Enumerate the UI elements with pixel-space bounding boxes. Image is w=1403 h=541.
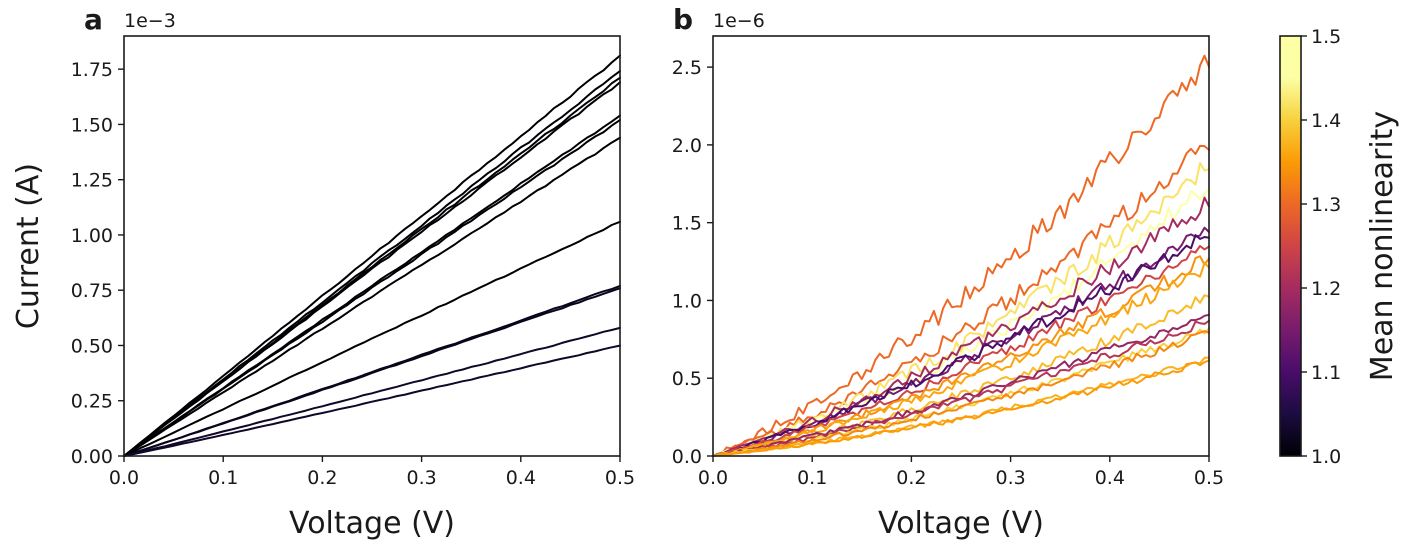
iv-curve xyxy=(712,261,1210,457)
iv-curve xyxy=(123,136,621,457)
y-tick-label: 1.00 xyxy=(71,225,113,247)
x-tick-label: 0.5 xyxy=(605,467,635,489)
panel-b-y-ticks: 0.0 0.5 1.0 1.5 2.0 2.5 xyxy=(672,57,713,468)
x-tick-label: 0.0 xyxy=(109,467,139,489)
y-tick-label: 1.25 xyxy=(71,170,113,192)
panel-a-frame xyxy=(123,35,621,457)
x-tick-label: 0.2 xyxy=(896,467,926,489)
panel-a-x-ticks: 0.0 0.1 0.2 0.3 0.4 0.5 xyxy=(109,456,635,489)
x-tick-label: 0.3 xyxy=(406,467,436,489)
x-tick-label: 0.4 xyxy=(1095,467,1125,489)
iv-curve xyxy=(712,162,1210,457)
y-tick-label: 0.50 xyxy=(71,335,113,357)
iv-curve xyxy=(123,220,621,457)
panel-b-x-ticks: 0.0 0.1 0.2 0.3 0.4 0.5 xyxy=(698,456,1224,489)
iv-curve xyxy=(712,245,1210,457)
y-tick-label: 0.25 xyxy=(71,391,113,413)
colorbar-tick-label: 1.1 xyxy=(1311,362,1341,384)
iv-curve xyxy=(712,54,1210,457)
x-tick-label: 0.1 xyxy=(797,467,827,489)
colorbar-label: Mean nonlinearity xyxy=(1365,111,1400,381)
y-tick-label: 2.5 xyxy=(672,57,702,79)
colorbar-tick-label: 1.0 xyxy=(1311,446,1341,468)
panel-a-y-ticks: 0.00 0.25 0.50 0.75 1.00 1.25 1.50 1.75 xyxy=(71,59,124,468)
panel-b-x-axis-label: Voltage (V) xyxy=(878,506,1044,541)
iv-curve xyxy=(712,144,1210,457)
iv-curve xyxy=(712,356,1210,457)
panel-a-label: a xyxy=(84,3,103,36)
panel-b: b 1e−6 0.0 0.1 0.2 0.3 0.4 0.5 0.0 0.5 1.0 1.5 2.… xyxy=(672,3,1224,541)
x-tick-label: 0.2 xyxy=(307,467,337,489)
iv-curve xyxy=(123,284,621,457)
y-tick-label: 0.75 xyxy=(71,280,113,302)
panel-a-curves xyxy=(123,54,621,457)
y-tick-label: 1.5 xyxy=(672,213,702,235)
x-tick-label: 0.0 xyxy=(698,467,728,489)
y-tick-label: 0.0 xyxy=(672,446,702,468)
y-tick-label: 1.50 xyxy=(71,114,113,136)
iv-curve xyxy=(123,344,621,457)
colorbar-tick-label: 1.3 xyxy=(1311,194,1341,216)
colorbar-ticks: 1.0 1.1 1.2 1.3 1.4 1.5 xyxy=(1301,26,1341,468)
panel-b-curves xyxy=(712,54,1210,457)
y-tick-label: 1.75 xyxy=(71,59,113,81)
panel-a-offset-label: 1e−3 xyxy=(124,10,176,32)
y-tick-label: 2.0 xyxy=(672,135,702,157)
iv-curve xyxy=(712,234,1210,457)
y-tick-label: 0.5 xyxy=(672,368,702,390)
iv-curve xyxy=(123,287,621,457)
iv-curve xyxy=(712,359,1210,457)
panel-b-frame xyxy=(712,35,1210,457)
colorbar-frame xyxy=(1279,35,1302,457)
panel-a-y-axis-label: Current (A) xyxy=(11,163,46,329)
colorbar-gradient xyxy=(1280,36,1301,456)
y-tick-label: 1.0 xyxy=(672,290,702,312)
x-tick-label: 0.5 xyxy=(1194,467,1224,489)
iv-curve xyxy=(712,187,1210,457)
panel-b-offset-label: 1e−6 xyxy=(713,10,765,32)
iv-curve xyxy=(123,119,621,457)
iv-curve xyxy=(123,81,621,457)
x-tick-label: 0.1 xyxy=(208,467,238,489)
x-tick-label: 0.3 xyxy=(995,467,1025,489)
colorbar: 1.0 1.1 1.2 1.3 1.4 1.5 Mean nonlinearity xyxy=(1279,26,1400,468)
colorbar-tick-label: 1.2 xyxy=(1311,278,1341,300)
iv-curve xyxy=(123,326,621,457)
iv-curve xyxy=(123,54,621,457)
colorbar-tick-label: 1.4 xyxy=(1311,110,1341,132)
panel-b-label: b xyxy=(673,3,693,36)
y-tick-label: 0.00 xyxy=(71,446,113,468)
x-tick-label: 0.4 xyxy=(506,467,536,489)
panel-a: a 1e−3 0.0 0.1 0.2 0.3 0.4 0.5 0.000.250.500.… xyxy=(11,3,635,541)
iv-curve xyxy=(712,330,1210,457)
colorbar-tick-label: 1.5 xyxy=(1311,26,1341,48)
panel-a-x-axis-label: Voltage (V) xyxy=(289,506,455,541)
